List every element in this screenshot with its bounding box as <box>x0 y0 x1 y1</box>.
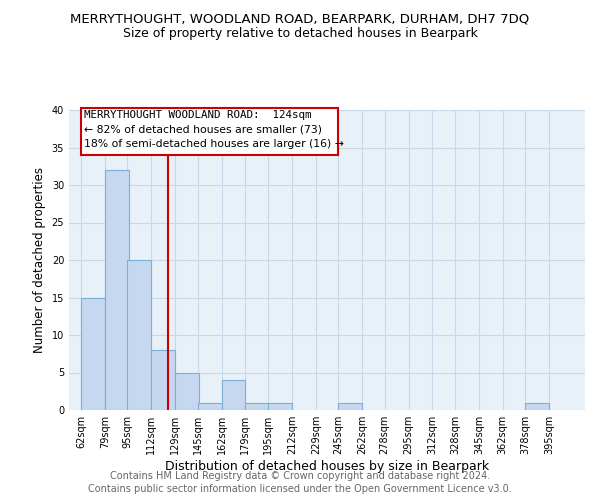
Bar <box>221 380 245 410</box>
Text: Contains HM Land Registry data © Crown copyright and database right 2024.: Contains HM Land Registry data © Crown c… <box>110 471 490 481</box>
Bar <box>338 402 362 410</box>
Text: Size of property relative to detached houses in Bearpark: Size of property relative to detached ho… <box>122 28 478 40</box>
Bar <box>127 260 151 410</box>
Text: MERRYTHOUGHT WOODLAND ROAD:  124sqm: MERRYTHOUGHT WOODLAND ROAD: 124sqm <box>84 110 311 120</box>
Y-axis label: Number of detached properties: Number of detached properties <box>33 167 46 353</box>
Bar <box>151 350 175 410</box>
Text: 18% of semi-detached houses are larger (16) →: 18% of semi-detached houses are larger (… <box>84 138 344 148</box>
Bar <box>197 402 221 410</box>
Bar <box>268 402 292 410</box>
X-axis label: Distribution of detached houses by size in Bearpark: Distribution of detached houses by size … <box>165 460 489 473</box>
Bar <box>245 402 269 410</box>
Text: ← 82% of detached houses are smaller (73): ← 82% of detached houses are smaller (73… <box>84 125 322 135</box>
FancyBboxPatch shape <box>81 108 338 155</box>
Bar <box>105 170 129 410</box>
Bar <box>81 298 105 410</box>
Text: MERRYTHOUGHT, WOODLAND ROAD, BEARPARK, DURHAM, DH7 7DQ: MERRYTHOUGHT, WOODLAND ROAD, BEARPARK, D… <box>70 12 530 26</box>
Bar <box>525 402 549 410</box>
Text: Contains public sector information licensed under the Open Government Licence v3: Contains public sector information licen… <box>88 484 512 494</box>
Bar <box>175 372 199 410</box>
